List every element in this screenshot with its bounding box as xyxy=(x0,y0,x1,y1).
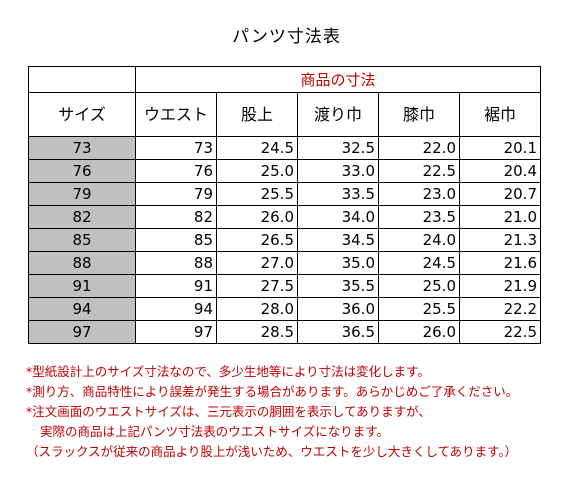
cell-size: 82 xyxy=(28,205,136,229)
cell-hem: 22.5 xyxy=(459,320,541,344)
header-waist: ウエスト xyxy=(135,92,217,137)
table-row: 88 88 27.0 35.0 24.5 21.6 xyxy=(28,251,541,275)
table-row: 73 73 24.5 32.5 22.0 20.1 xyxy=(28,136,541,160)
cell-thigh: 32.5 xyxy=(297,136,379,160)
corner-cell xyxy=(28,66,136,93)
cell-waist: 97 xyxy=(135,320,217,344)
cell-size: 79 xyxy=(28,182,136,206)
cell-rise: 28.5 xyxy=(216,320,298,344)
caption-row: 商品の寸法 xyxy=(28,66,541,93)
cell-knee: 23.5 xyxy=(378,205,460,229)
cell-waist: 91 xyxy=(135,274,217,298)
cell-knee: 22.5 xyxy=(378,159,460,183)
notes: *型紙設計上のサイズ寸法なので、多少生地等により寸法は変化します。 *測り方、商… xyxy=(26,362,566,462)
cell-size: 85 xyxy=(28,228,136,252)
cell-rise: 27.0 xyxy=(216,251,298,275)
header-knee: 膝巾 xyxy=(378,92,460,137)
cell-rise: 26.5 xyxy=(216,228,298,252)
cell-rise: 25.0 xyxy=(216,159,298,183)
cell-knee: 25.0 xyxy=(378,274,460,298)
cell-knee: 25.5 xyxy=(378,297,460,321)
cell-thigh: 33.5 xyxy=(297,182,379,206)
cell-size: 91 xyxy=(28,274,136,298)
cell-knee: 26.0 xyxy=(378,320,460,344)
size-table: 商品の寸法 サイズ ウエスト 股上 渡り巾 膝巾 裾巾 73 73 24.5 32.5… xyxy=(28,66,541,344)
cell-size: 76 xyxy=(28,159,136,183)
note-line: *型紙設計上のサイズ寸法なので、多少生地等により寸法は変化します。 xyxy=(26,364,430,379)
note-line: *測り方、商品特性により誤差が発生する場合があります。あらかじめご了承ください。 xyxy=(26,384,519,399)
cell-thigh: 35.0 xyxy=(297,251,379,275)
table-caption: 商品の寸法 xyxy=(135,66,541,93)
cell-rise: 26.0 xyxy=(216,205,298,229)
header-thigh: 渡り巾 xyxy=(297,92,379,137)
table-row: 85 85 26.5 34.5 24.0 21.3 xyxy=(28,228,541,252)
cell-thigh: 36.0 xyxy=(297,297,379,321)
cell-thigh: 34.5 xyxy=(297,228,379,252)
cell-size: 97 xyxy=(28,320,136,344)
header-row: サイズ ウエスト 股上 渡り巾 膝巾 裾巾 xyxy=(28,92,541,137)
note-line: 実際の商品は上記パンツ寸法表のウエストサイズになります。 xyxy=(40,424,390,439)
cell-thigh: 36.5 xyxy=(297,320,379,344)
cell-hem: 22.2 xyxy=(459,297,541,321)
table-row: 94 94 28.0 36.0 25.5 22.2 xyxy=(28,297,541,321)
cell-size: 94 xyxy=(28,297,136,321)
cell-waist: 82 xyxy=(135,205,217,229)
cell-hem: 20.1 xyxy=(459,136,541,160)
cell-knee: 23.0 xyxy=(378,182,460,206)
cell-waist: 76 xyxy=(135,159,217,183)
cell-waist: 85 xyxy=(135,228,217,252)
cell-waist: 88 xyxy=(135,251,217,275)
cell-size: 73 xyxy=(28,136,136,160)
table-row: 79 79 25.5 33.5 23.0 20.7 xyxy=(28,182,541,206)
cell-hem: 20.7 xyxy=(459,182,541,206)
header-rise: 股上 xyxy=(216,92,298,137)
cell-hem: 21.0 xyxy=(459,205,541,229)
note-line: *注文画面のウエストサイズは、三元表示の胴囲を表示してありますが、 xyxy=(26,404,431,419)
table-row: 97 97 28.5 36.5 26.0 22.5 xyxy=(28,320,541,344)
page-title: パンツ寸法表 xyxy=(232,27,341,47)
header-hem: 裾巾 xyxy=(459,92,541,137)
cell-knee: 24.0 xyxy=(378,228,460,252)
cell-rise: 27.5 xyxy=(216,274,298,298)
header-size: サイズ xyxy=(28,92,136,137)
cell-rise: 24.5 xyxy=(216,136,298,160)
cell-thigh: 33.0 xyxy=(297,159,379,183)
cell-thigh: 34.0 xyxy=(297,205,379,229)
table-row: 82 82 26.0 34.0 23.5 21.0 xyxy=(28,205,541,229)
note-line: （スラックスが従来の商品より股上が浅いため、ウエストを少し大きくしてあります。） xyxy=(26,444,518,459)
table-row: 76 76 25.0 33.0 22.5 20.4 xyxy=(28,159,541,183)
table-row: 91 91 27.5 35.5 25.0 21.9 xyxy=(28,274,541,298)
cell-hem: 21.9 xyxy=(459,274,541,298)
cell-knee: 22.0 xyxy=(378,136,460,160)
cell-hem: 21.3 xyxy=(459,228,541,252)
cell-size: 88 xyxy=(28,251,136,275)
cell-hem: 21.6 xyxy=(459,251,541,275)
cell-rise: 28.0 xyxy=(216,297,298,321)
cell-rise: 25.5 xyxy=(216,182,298,206)
cell-waist: 94 xyxy=(135,297,217,321)
cell-thigh: 35.5 xyxy=(297,274,379,298)
cell-hem: 20.4 xyxy=(459,159,541,183)
cell-waist: 79 xyxy=(135,182,217,206)
cell-knee: 24.5 xyxy=(378,251,460,275)
cell-waist: 73 xyxy=(135,136,217,160)
